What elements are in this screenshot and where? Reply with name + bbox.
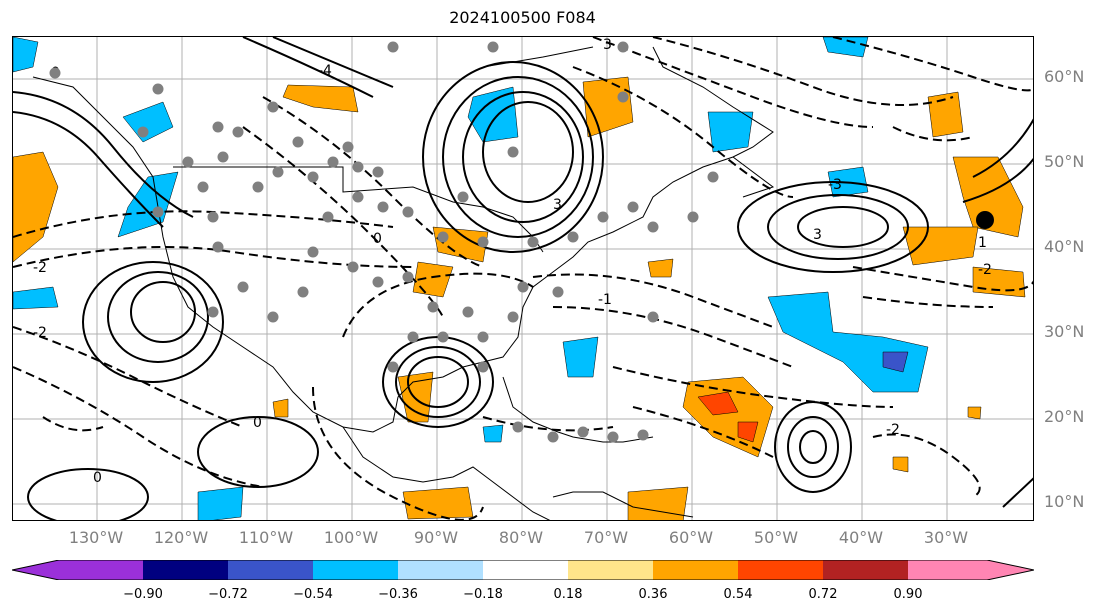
colorbar-segment <box>398 560 483 580</box>
contours-negative <box>13 37 1033 520</box>
patch-blue <box>122 101 174 143</box>
lon-label: 60°W <box>668 528 714 547</box>
lon-label: 90°W <box>413 528 459 547</box>
lat-label: 40°N <box>1044 237 1085 256</box>
patch-blue <box>467 86 519 143</box>
colorbar-segment <box>59 560 143 580</box>
colorbar-tick: −0.54 <box>293 587 333 602</box>
lon-label: 50°W <box>753 528 799 547</box>
patch-blue <box>882 351 909 373</box>
patch-orange <box>397 371 434 423</box>
colorbar-segment <box>908 560 987 580</box>
colorbar-tick: −0.36 <box>378 587 418 602</box>
patch-blue <box>822 37 869 58</box>
patch-orange <box>682 376 774 458</box>
lon-label: 80°W <box>498 528 544 547</box>
colorbar-tick: −0.18 <box>463 587 503 602</box>
colorbar-extend-low <box>12 560 59 580</box>
contour-label: -2 <box>886 422 900 438</box>
lat-label: 30°N <box>1044 322 1085 341</box>
contour-label: -2 <box>978 262 992 278</box>
patch-orange <box>927 91 964 138</box>
colorbar-tick: −0.72 <box>208 587 248 602</box>
patch-orange <box>412 261 454 298</box>
patch-orange <box>892 456 909 473</box>
lon-label: 100°W <box>323 528 379 547</box>
map-panel: 0 3 -1 -2 -3 3 0 0 -2 1 -2 -2 -4 3 0 <box>12 36 1034 521</box>
colorbar-segment <box>483 560 568 580</box>
patch-blue <box>117 171 179 238</box>
contour-label: -4 <box>318 63 332 79</box>
colorbar-segment <box>823 560 908 580</box>
lon-label: 130°W <box>68 528 124 547</box>
colorbar-segment <box>143 560 228 580</box>
colorbar-tick: 0.18 <box>553 587 583 602</box>
patch-orange <box>402 486 474 520</box>
lat-label: 60°N <box>1044 67 1085 86</box>
contour-label: -1 <box>598 292 612 308</box>
colorbar-tick: 0.72 <box>808 587 838 602</box>
lon-label: 40°W <box>838 528 884 547</box>
colorbar-segment <box>313 560 398 580</box>
patch-red <box>737 421 759 443</box>
lat-label: 20°N <box>1044 407 1085 426</box>
patch-blue <box>13 286 59 310</box>
colorbar-segment <box>568 560 653 580</box>
contour-label: -2 <box>33 325 47 341</box>
colorbar-tick: 0.90 <box>893 587 923 602</box>
contour-label: 1 <box>978 235 987 251</box>
patch-orange <box>582 76 634 138</box>
contour-label: 0 <box>93 470 102 486</box>
patch-orange <box>282 84 359 113</box>
colorbar-extend-high <box>987 560 1034 580</box>
contour-label: 0 <box>253 415 262 431</box>
patch-blue <box>707 111 754 153</box>
colorbar-segment <box>738 560 823 580</box>
colorbar-tick: −0.90 <box>123 587 163 602</box>
station-markers <box>49 41 719 443</box>
contour-label: -3 <box>828 177 842 193</box>
target-marker <box>976 211 994 229</box>
colorbar <box>12 560 1034 580</box>
patch-blue <box>13 37 39 73</box>
colorbar-tick: 0.36 <box>638 587 668 602</box>
map-canvas: 0 3 -1 -2 -3 3 0 0 -2 1 -2 -2 -4 3 0 <box>13 37 1033 520</box>
contour-label: 3 <box>603 37 612 53</box>
patch-orange <box>13 151 59 263</box>
plot-title: 2024100500 F084 <box>449 8 596 27</box>
patch-orange <box>272 398 289 418</box>
lon-label: 70°W <box>583 528 629 547</box>
lon-label: 30°W <box>923 528 969 547</box>
patch-blue <box>197 486 244 520</box>
patch-blue <box>767 291 929 393</box>
colorbar-segment <box>228 560 313 580</box>
patch-orange <box>647 258 674 278</box>
patch-orange <box>902 226 979 266</box>
contour-label: -2 <box>33 260 47 276</box>
patch-blue <box>482 424 504 443</box>
lon-label: 110°W <box>238 528 294 547</box>
lon-label: 120°W <box>153 528 209 547</box>
patch-blue <box>562 336 599 378</box>
graticule <box>13 37 1033 520</box>
lat-label: 10°N <box>1044 492 1085 511</box>
contour-labels: 0 3 -1 -2 -3 3 0 0 -2 1 -2 -2 -4 3 0 <box>33 37 992 486</box>
patch-orange <box>967 406 982 420</box>
colorbar-tick: 0.54 <box>723 587 753 602</box>
patch-orange <box>952 156 1024 238</box>
contour-label: 3 <box>553 197 562 213</box>
contour-label: 0 <box>373 231 382 247</box>
patch-orange <box>627 486 689 520</box>
lat-label: 50°N <box>1044 152 1085 171</box>
patch-red <box>697 391 739 416</box>
colorbar-segment <box>653 560 738 580</box>
contour-label: 3 <box>813 227 822 243</box>
